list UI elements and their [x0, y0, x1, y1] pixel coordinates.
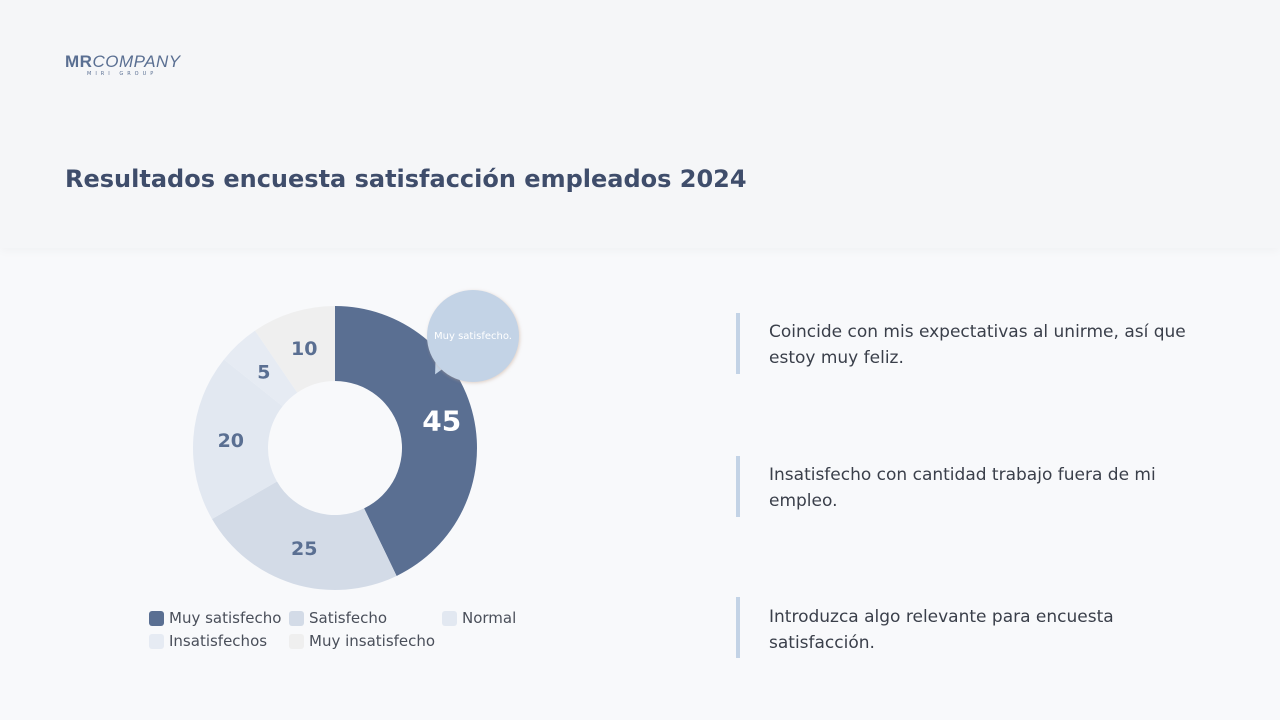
data-label: 5 — [257, 361, 270, 383]
legend-label: Normal — [462, 609, 517, 627]
callout-bubble: Muy satisfecho. — [427, 290, 519, 382]
legend-item: Muy satisfecho — [149, 609, 281, 627]
data-label: 25 — [291, 538, 317, 560]
legend-item: Normal — [442, 609, 516, 627]
quote-3: Introduzca algo relevante para encuesta … — [736, 597, 1216, 658]
company-logo: MRCOMPANY MIRI GROUP — [65, 52, 181, 77]
legend-label: Muy satisfecho — [169, 609, 282, 627]
legend-label: Insatisfechos — [169, 632, 268, 650]
legend-swatch — [442, 610, 457, 626]
donut-slice-satisfecho — [212, 481, 397, 590]
legend-item: Insatisfechos — [149, 632, 267, 650]
quote-text: Coincide con mis expectativas al unirme,… — [769, 322, 1186, 368]
donut-slice-muy-satisfecho — [335, 306, 477, 576]
data-label: 45 — [422, 405, 461, 438]
data-label: 20 — [218, 430, 244, 452]
logo-mark: MR — [65, 52, 93, 71]
quote-text: Introduzca algo relevante para encuesta … — [769, 607, 1114, 653]
legend-swatch — [149, 610, 164, 626]
quote-text: Insatisfecho con cantidad trabajo fuera … — [769, 465, 1156, 511]
donut-slice-normal — [192, 359, 283, 519]
header: MRCOMPANY MIRI GROUP Resultados encuesta… — [0, 0, 1280, 248]
logo-text: COMPANY — [92, 52, 181, 71]
legend-swatch — [289, 633, 304, 649]
donut-slice-muy-insatisfecho — [255, 306, 335, 393]
callout-text: Muy satisfecho. — [434, 330, 512, 342]
legend-swatch — [149, 633, 164, 649]
data-label: 10 — [291, 338, 317, 360]
logo-subtitle: MIRI GROUP — [87, 71, 158, 77]
donut-slice-insatisfechos — [223, 330, 298, 407]
legend-swatch — [289, 610, 304, 626]
quote-2: Insatisfecho con cantidad trabajo fuera … — [736, 456, 1216, 517]
quote-1: Coincide con mis expectativas al unirme,… — [736, 313, 1216, 374]
legend-item: Muy insatisfecho — [289, 632, 435, 650]
legend-label: Muy insatisfecho — [309, 632, 436, 650]
page-title: Resultados encuesta satisfacción emplead… — [65, 165, 747, 193]
legend-label: Satisfecho — [309, 609, 388, 627]
legend-item: Satisfecho — [289, 609, 387, 627]
